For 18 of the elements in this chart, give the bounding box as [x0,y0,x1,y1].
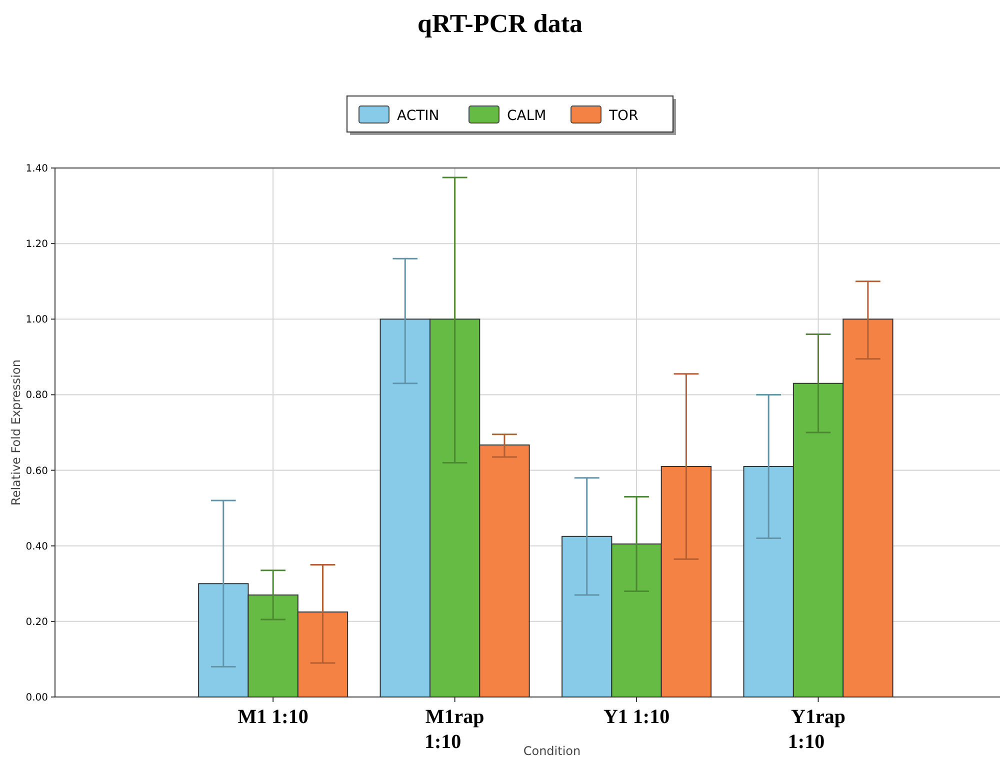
legend-label: TOR [608,108,639,124]
x-tick-label: Y1 1:10 [603,706,670,728]
y-tick-label: 1.20 [26,239,48,250]
x-tick-label: M1rap 1:10 [424,706,484,753]
y-axis-title: Relative Fold Expression [9,360,23,506]
y-tick-label: 1.00 [26,314,48,326]
x-axis-title: Condition [523,744,581,758]
legend-label: CALM [507,108,546,124]
y-tick-label: 1.40 [26,164,48,174]
legend-label: ACTIN [397,108,440,124]
chart-title: qRT-PCR data [418,9,582,38]
x-tick-label: Y1rap 1:10 [788,706,846,753]
y-tick-label: 0.00 [26,692,48,704]
x-tick-label: M1 1:10 [238,706,308,728]
y-tick-label: 0.60 [26,466,48,477]
y-tick-label: 0.80 [26,390,48,402]
y-tick-label: 0.20 [26,616,48,628]
y-tick-label: 0.40 [26,541,48,552]
